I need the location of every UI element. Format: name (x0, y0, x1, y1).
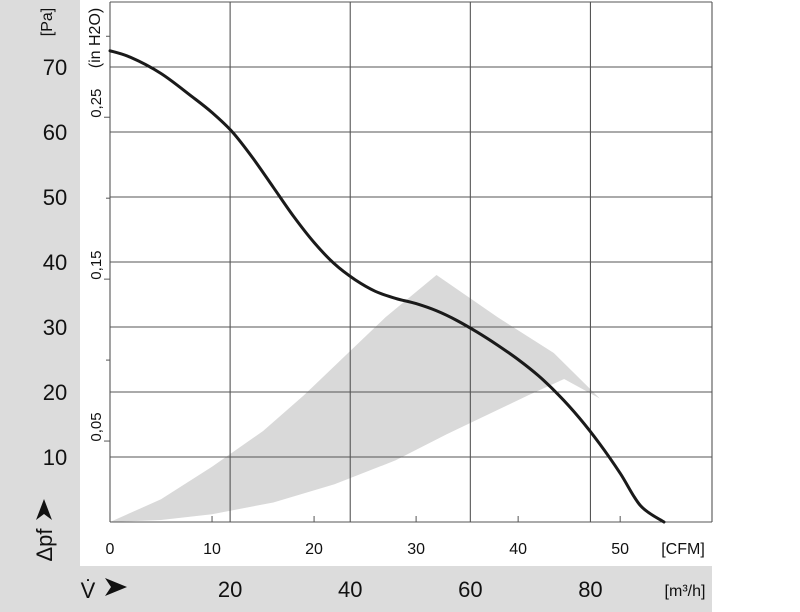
grid (104, 1, 713, 523)
cfm-tick-label: 50 (611, 541, 629, 558)
cfm-tick-label: 40 (509, 541, 527, 558)
inh2o-tick-label: 0,15 (88, 250, 105, 279)
pressure-symbol: Δpf (32, 528, 57, 562)
pa-tick-label: 30 (43, 315, 67, 340)
m3h-tick-label: 20 (218, 577, 242, 602)
cfm-unit-label: [CFM] (661, 541, 705, 558)
operating-region (110, 275, 600, 522)
m3h-tick-label: 60 (458, 577, 482, 602)
operating-region-layer (110, 275, 600, 522)
left-axis-band (0, 0, 80, 612)
pa-tick-label: 50 (43, 185, 67, 210)
m3h-unit-label: [m³/h] (665, 583, 706, 600)
cfm-tick-label: 30 (407, 541, 425, 558)
flow-symbol: V̇ (81, 578, 96, 603)
inh2o-tick-label: 0,25 (88, 89, 105, 118)
m3h-tick-label: 80 (578, 577, 602, 602)
m3h-tick-label: 40 (338, 577, 362, 602)
fan-curve (108, 49, 666, 524)
labels-layer: 10 20 30 40 50 60 70 [Pa] (in H2O) 0,05 0,15 0,25 Δp… (32, 8, 705, 603)
pa-unit-label: [Pa] (39, 8, 56, 36)
flow-arrow-icon (105, 578, 127, 596)
pa-tick-label: 20 (43, 380, 67, 405)
cfm-tick-label: 10 (203, 541, 221, 558)
pa-tick-label: 60 (43, 120, 67, 145)
pa-tick-label: 40 (43, 250, 67, 275)
cfm-tick-label: 20 (305, 541, 323, 558)
pa-tick-label: 70 (43, 55, 67, 80)
pressure-arrow-icon (36, 499, 52, 520)
pa-tick-label: 10 (43, 445, 67, 470)
inh2o-tick-label: 0,05 (88, 412, 105, 441)
cfm-tick-label: 0 (106, 541, 115, 558)
curve-layer (108, 49, 666, 524)
inh2o-unit-label: (in H2O) (87, 8, 104, 68)
